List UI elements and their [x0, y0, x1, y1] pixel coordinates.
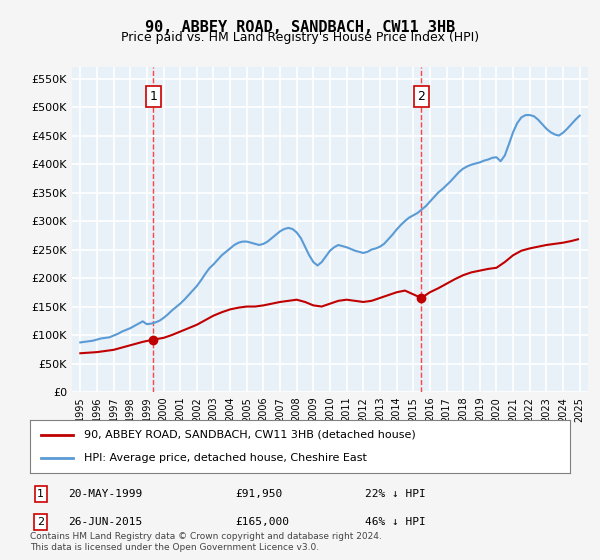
Text: 22% ↓ HPI: 22% ↓ HPI	[365, 489, 425, 499]
Text: 90, ABBEY ROAD, SANDBACH, CW11 3HB (detached house): 90, ABBEY ROAD, SANDBACH, CW11 3HB (deta…	[84, 430, 416, 440]
Text: 2: 2	[37, 517, 44, 527]
Text: 2: 2	[418, 90, 425, 103]
Text: 26-JUN-2015: 26-JUN-2015	[68, 517, 142, 527]
Text: Price paid vs. HM Land Registry's House Price Index (HPI): Price paid vs. HM Land Registry's House …	[121, 31, 479, 44]
Text: Contains HM Land Registry data © Crown copyright and database right 2024.
This d: Contains HM Land Registry data © Crown c…	[30, 532, 382, 552]
Text: HPI: Average price, detached house, Cheshire East: HPI: Average price, detached house, Ches…	[84, 453, 367, 463]
Text: £91,950: £91,950	[235, 489, 283, 499]
Text: £165,000: £165,000	[235, 517, 289, 527]
Text: 46% ↓ HPI: 46% ↓ HPI	[365, 517, 425, 527]
Text: 20-MAY-1999: 20-MAY-1999	[68, 489, 142, 499]
Text: 1: 1	[149, 90, 157, 103]
Text: 1: 1	[37, 489, 44, 499]
Text: 90, ABBEY ROAD, SANDBACH, CW11 3HB: 90, ABBEY ROAD, SANDBACH, CW11 3HB	[145, 20, 455, 35]
